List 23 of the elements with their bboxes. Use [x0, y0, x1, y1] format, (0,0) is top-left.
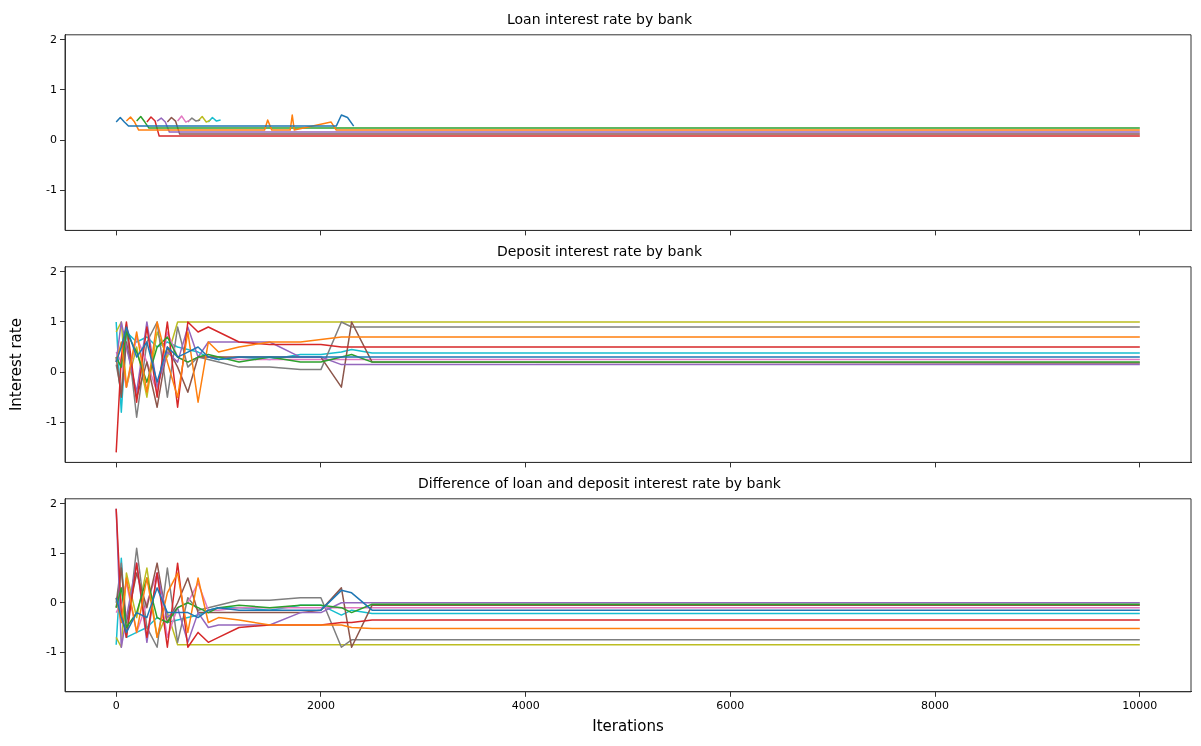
x-tick-label: 4000	[511, 699, 540, 713]
y-tick-label: -1	[46, 183, 57, 197]
y-tick-label: -1	[46, 645, 57, 659]
chart-title: Deposit interest rate by bank	[496, 243, 703, 260]
y-axis-title: Interest rate	[6, 318, 25, 412]
x-tick-label: 6000	[716, 699, 745, 713]
x-tick-label: 0	[112, 699, 120, 713]
y-tick-label: -1	[46, 415, 57, 429]
chart-title: Difference of loan and deposit interest rate by bank	[418, 475, 782, 492]
chart-title: Loan interest rate by bank	[506, 11, 693, 28]
y-tick-label: 1	[50, 546, 57, 560]
x-tick-label: 8000	[921, 699, 950, 713]
y-tick-label: 0	[50, 364, 57, 378]
y-tick-label: 2	[50, 264, 57, 278]
y-tick-label: 0	[50, 595, 57, 609]
x-axis-title: Iterations	[592, 716, 664, 735]
y-tick-label: 0	[50, 132, 57, 146]
y-tick-label: 2	[50, 496, 57, 510]
y-tick-label: 1	[50, 82, 57, 96]
x-tick-label: 2000	[306, 699, 335, 713]
y-tick-label: 2	[50, 32, 57, 46]
x-tick-label: 10000	[1122, 699, 1158, 713]
y-tick-label: 1	[50, 314, 57, 328]
